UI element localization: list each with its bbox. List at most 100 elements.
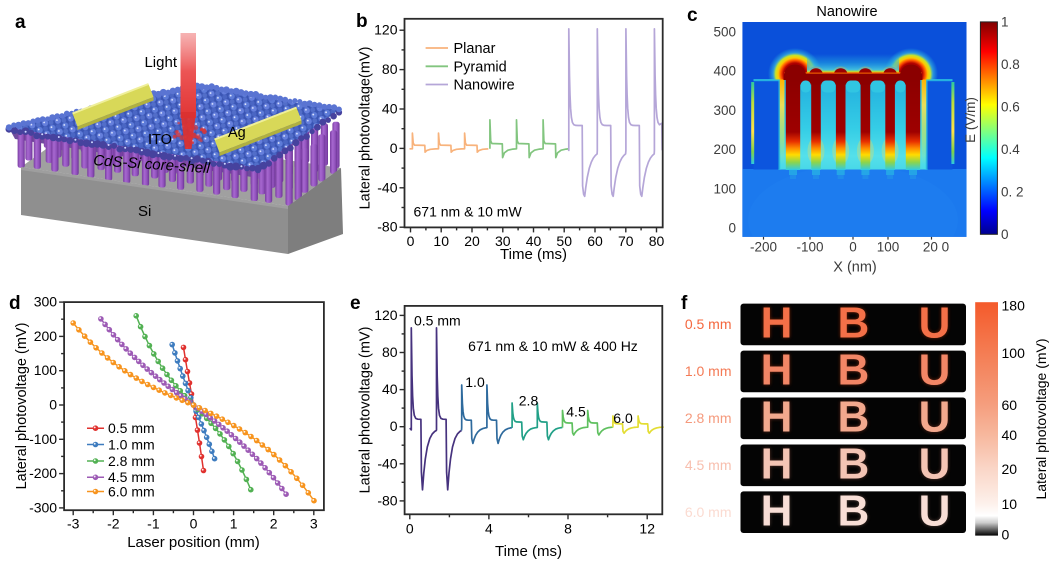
svg-text:E (V/m): E (V/m) <box>963 97 978 143</box>
svg-text:0.5 mm: 0.5 mm <box>414 313 461 329</box>
svg-text:-2: -2 <box>107 516 120 532</box>
svg-text:0: 0 <box>390 140 398 156</box>
svg-text:-3: -3 <box>67 516 80 532</box>
svg-text:b: b <box>356 11 368 32</box>
svg-text:2.8 mm: 2.8 mm <box>685 410 732 426</box>
svg-text:e: e <box>350 293 361 314</box>
svg-text:0: 0 <box>407 233 415 249</box>
svg-text:4.5 mm: 4.5 mm <box>685 457 732 473</box>
svg-text:50: 50 <box>556 233 572 249</box>
svg-text:30: 30 <box>495 233 511 249</box>
svg-text:U: U <box>919 486 951 535</box>
svg-text:Time (ms): Time (ms) <box>495 543 562 560</box>
svg-text:U: U <box>919 440 951 489</box>
svg-text:Time (ms): Time (ms) <box>500 246 567 263</box>
svg-text:120: 120 <box>374 22 398 38</box>
svg-text:U: U <box>919 393 951 442</box>
svg-text:1: 1 <box>1001 14 1009 29</box>
svg-text:H: H <box>761 346 793 395</box>
svg-text:Pyramid: Pyramid <box>454 59 507 75</box>
svg-text:-100: -100 <box>796 240 823 255</box>
svg-text:8: 8 <box>564 520 572 536</box>
svg-text:-100: -100 <box>29 431 57 447</box>
svg-text:Lateral photovoltage (mV): Lateral photovoltage (mV) <box>14 323 30 490</box>
svg-text:-80: -80 <box>377 492 397 508</box>
svg-text:2.8 mm: 2.8 mm <box>108 453 155 469</box>
svg-text:X (nm): X (nm) <box>833 260 877 276</box>
svg-text:80: 80 <box>649 233 665 249</box>
svg-text:0: 0 <box>390 418 398 434</box>
svg-text:Si: Si <box>138 203 151 220</box>
svg-text:Lateral photovoltage (mV): Lateral photovoltage (mV) <box>1033 338 1049 499</box>
svg-text:B: B <box>838 393 870 442</box>
svg-text:0: 0 <box>1001 227 1009 242</box>
svg-text:H: H <box>761 486 793 535</box>
svg-text:80: 80 <box>382 344 398 360</box>
svg-text:-300: -300 <box>29 499 57 515</box>
svg-text:0: 0 <box>849 240 857 255</box>
svg-text:0: 0 <box>1002 526 1010 542</box>
svg-text:400: 400 <box>713 64 736 79</box>
svg-text:100: 100 <box>877 240 900 255</box>
svg-text:20 0: 20 0 <box>923 240 949 255</box>
svg-text:20: 20 <box>464 233 480 249</box>
svg-text:0: 0 <box>728 221 736 236</box>
svg-text:-200: -200 <box>29 465 57 481</box>
svg-text:H: H <box>761 486 793 535</box>
svg-text:300: 300 <box>713 103 736 118</box>
svg-text:c: c <box>687 5 698 26</box>
svg-text:H: H <box>761 393 793 442</box>
svg-text:Nanowire: Nanowire <box>816 4 877 20</box>
svg-text:Lateral photovoltage(mV): Lateral photovoltage(mV) <box>358 47 374 210</box>
svg-text:d: d <box>9 293 21 314</box>
svg-text:f: f <box>681 293 688 314</box>
svg-text:4.5: 4.5 <box>566 404 586 420</box>
svg-text:200: 200 <box>713 142 736 157</box>
svg-text:B: B <box>838 440 870 489</box>
svg-text:2: 2 <box>270 516 278 532</box>
svg-text:B: B <box>838 440 870 489</box>
svg-text:0.5 mm: 0.5 mm <box>108 420 155 436</box>
svg-text:ITO: ITO <box>148 132 172 148</box>
svg-text:40: 40 <box>1002 427 1018 443</box>
svg-text:a: a <box>15 12 26 33</box>
svg-text:671 nm & 10 mW: 671 nm & 10 mW <box>414 204 523 220</box>
svg-text:Ag: Ag <box>228 125 246 141</box>
svg-text:B: B <box>838 486 870 535</box>
svg-text:60: 60 <box>1002 397 1018 413</box>
svg-text:120: 120 <box>374 307 398 323</box>
svg-text:4: 4 <box>485 520 493 536</box>
svg-text:0.4: 0.4 <box>1001 142 1020 157</box>
svg-text:B: B <box>838 346 870 395</box>
svg-text:6.0 mm: 6.0 mm <box>108 483 155 499</box>
svg-text:1.0 mm: 1.0 mm <box>685 363 732 379</box>
svg-text:Light: Light <box>144 54 177 71</box>
svg-text:12: 12 <box>639 520 655 536</box>
svg-text:U: U <box>919 299 951 348</box>
svg-text:-1: -1 <box>147 516 160 532</box>
svg-text:U: U <box>919 393 951 442</box>
svg-text:2.8: 2.8 <box>519 393 539 409</box>
svg-text:U: U <box>919 440 951 489</box>
svg-text:10: 10 <box>1002 496 1018 512</box>
svg-text:500: 500 <box>713 25 736 40</box>
svg-text:300: 300 <box>34 294 58 310</box>
svg-text:100: 100 <box>713 181 736 196</box>
svg-text:6.0: 6.0 <box>613 410 633 426</box>
svg-text:-80: -80 <box>377 219 397 235</box>
svg-text:-40: -40 <box>377 179 397 195</box>
svg-text:-200: -200 <box>750 240 777 255</box>
svg-text:B: B <box>838 486 870 535</box>
svg-text:1: 1 <box>230 516 238 532</box>
svg-text:H: H <box>761 299 793 348</box>
svg-text:0: 0 <box>49 397 57 413</box>
svg-text:80: 80 <box>382 61 398 77</box>
svg-text:Laser position (mm): Laser position (mm) <box>127 534 260 551</box>
svg-text:3: 3 <box>310 516 318 532</box>
svg-text:-40: -40 <box>377 455 397 471</box>
svg-text:40: 40 <box>382 381 398 397</box>
svg-text:100: 100 <box>34 362 58 378</box>
svg-text:4.5 mm: 4.5 mm <box>108 469 155 485</box>
svg-text:1.0: 1.0 <box>465 374 485 390</box>
svg-text:70: 70 <box>618 233 634 249</box>
